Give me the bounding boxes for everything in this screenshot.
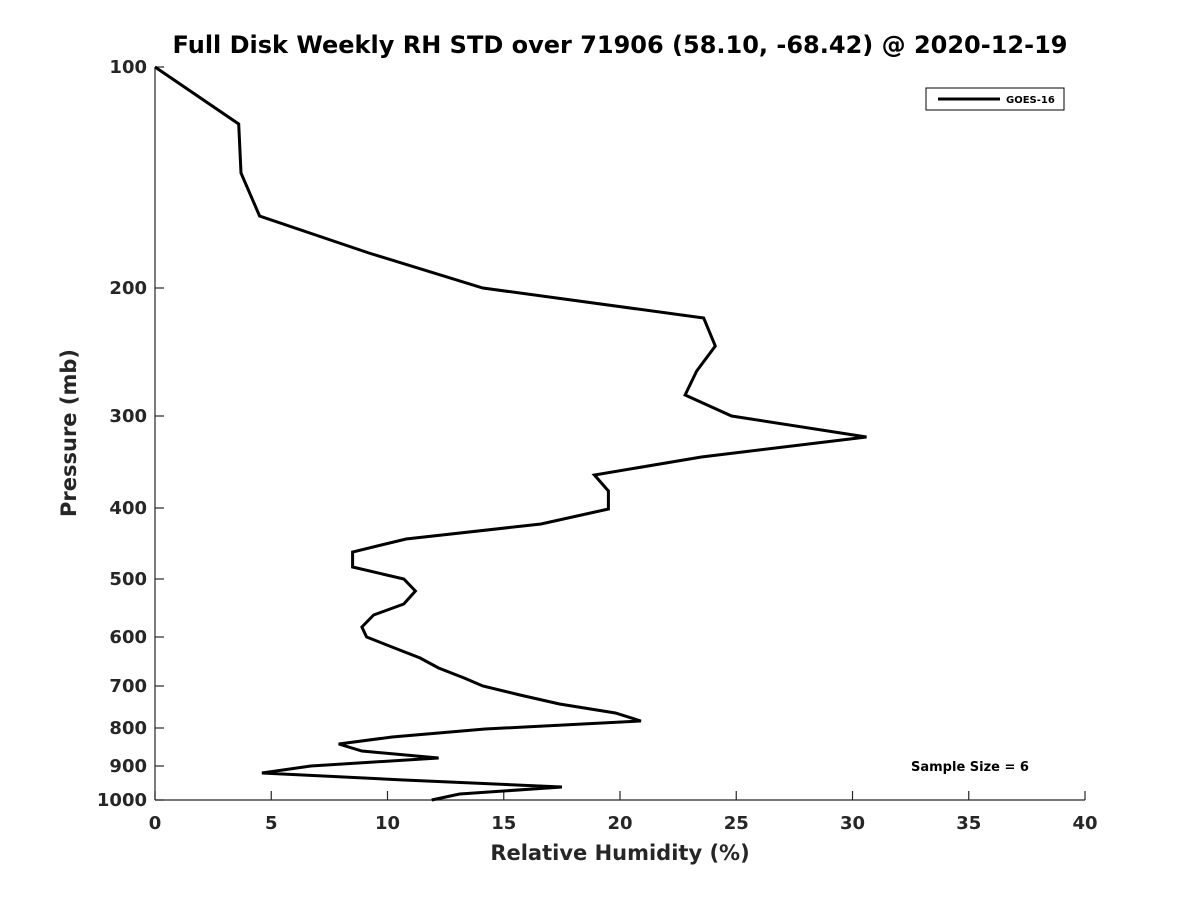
y-tick-label: 400: [109, 498, 147, 519]
y-tick-label: 300: [109, 406, 147, 427]
x-tick-label: 15: [491, 813, 516, 834]
plot-area: 0 5 10 15 20 25 30 35 40 100 200 300 400 500 600 700 800…: [97, 57, 1098, 834]
x-tick-label: 25: [724, 813, 749, 834]
x-tick-label: 40: [1072, 813, 1097, 834]
y-tick-label: 900: [109, 756, 147, 777]
y-tick-label: 800: [109, 718, 147, 739]
y-tick-label: 1000: [97, 790, 147, 811]
y-tick-label: 200: [109, 278, 147, 299]
x-tick-label: 0: [149, 813, 162, 834]
y-tick-label: 500: [109, 569, 147, 590]
y-axis-label: Pressure (mb): [57, 349, 81, 517]
x-tick-label: 20: [607, 813, 632, 834]
x-axis-label: Relative Humidity (%): [490, 841, 749, 865]
x-tick-label: 35: [956, 813, 981, 834]
legend-label-goes-16: GOES-16: [1006, 95, 1055, 106]
chart-title: Full Disk Weekly RH STD over 71906 (58.1…: [173, 31, 1068, 59]
y-tick-label: 100: [109, 57, 147, 78]
y-tick-label: 700: [109, 676, 147, 697]
sample-size-annotation: Sample Size = 6: [911, 760, 1029, 775]
y-tick-label: 600: [109, 627, 147, 648]
legend: GOES-16: [925, 87, 1065, 111]
x-tick-label: 30: [840, 813, 865, 834]
x-tick-label: 5: [265, 813, 278, 834]
x-tick-label: 10: [375, 813, 400, 834]
series-line-goes-16: [154, 65, 867, 802]
